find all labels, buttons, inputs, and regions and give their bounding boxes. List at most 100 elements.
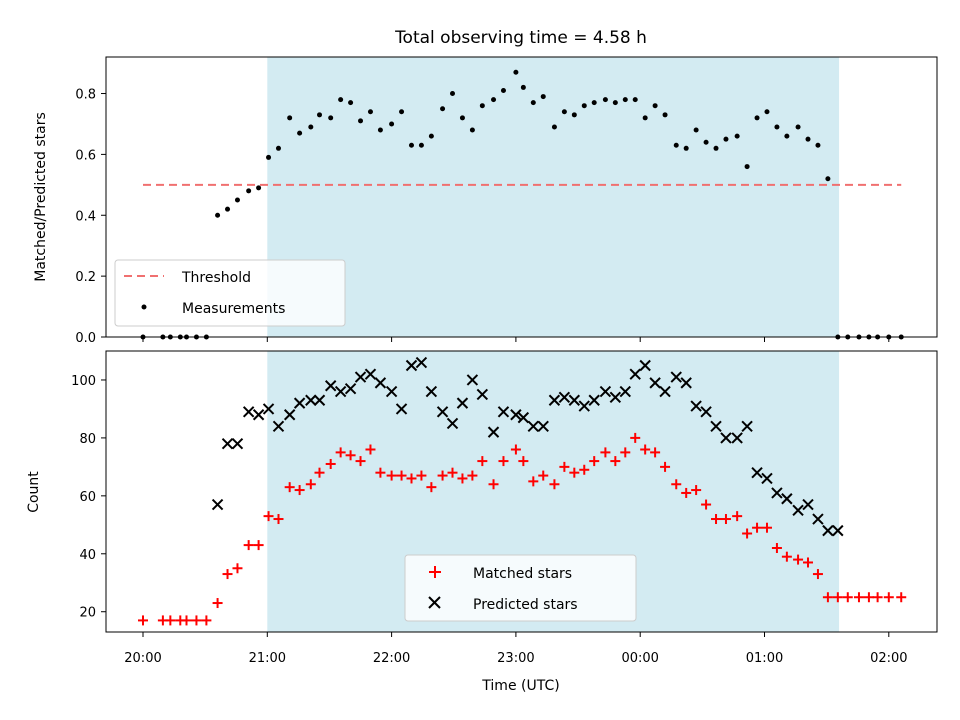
matched-star-point: [263, 511, 274, 522]
top-legend-box: [114, 259, 346, 327]
matched-star-point: [720, 514, 731, 525]
matched-star-point: [212, 598, 223, 609]
predicted-star-point: [761, 472, 773, 485]
legend-measurements-swatch: [141, 304, 147, 310]
matched-star-point: [232, 563, 243, 574]
matched-star-point: [793, 554, 804, 565]
matched-star-point: [528, 476, 539, 487]
predicted-star-point: [283, 409, 296, 421]
predicted-star-point: [374, 377, 387, 389]
matched-star-point: [630, 432, 641, 443]
bottom-y-tick-label: 40: [79, 548, 96, 563]
predicted-star-point: [293, 397, 306, 409]
predicted-star-point: [822, 524, 834, 537]
matched-star-point: [691, 485, 702, 496]
measurement-point: [275, 145, 281, 151]
measurement-point: [723, 136, 729, 142]
measurement-point: [215, 212, 221, 218]
bottom-y-tick-label: 60: [79, 490, 96, 505]
predicted-star-point: [517, 411, 530, 424]
matched-star-point: [253, 540, 264, 551]
measurement-point: [774, 124, 780, 130]
matched-star-point: [640, 444, 651, 455]
predicted-star-point: [272, 420, 285, 433]
matched-star-point: [355, 456, 366, 467]
matched-star-point: [559, 461, 570, 472]
x-tick-label: 02:00: [870, 651, 907, 666]
matched-star-point: [437, 470, 448, 481]
predicted-star-point: [334, 385, 347, 398]
predicted-star-point: [720, 432, 732, 444]
measurement-point: [734, 133, 740, 139]
predicted-star-point: [385, 385, 398, 398]
measurement-point: [673, 142, 679, 148]
matched-star-point: [416, 470, 427, 481]
matched-star-point: [681, 487, 692, 498]
predicted-star-point: [700, 406, 712, 418]
matched-star-point: [771, 542, 782, 553]
x-axis-label: Time (UTC): [481, 678, 559, 694]
measurement-point: [764, 109, 770, 115]
measurement-point: [225, 206, 231, 212]
measurement-point: [367, 109, 373, 115]
matched-star-point: [752, 522, 763, 533]
matched-star-point: [863, 592, 874, 603]
matched-star-point: [426, 482, 437, 493]
predicted-star-point: [741, 420, 753, 433]
matched-star-point: [538, 470, 549, 481]
measurement-point: [683, 145, 689, 151]
predicted-star-point: [221, 437, 234, 450]
predicted-star-point: [832, 524, 844, 537]
predicted-star-point: [405, 359, 418, 372]
matched-star-point: [732, 511, 743, 522]
predicted-star-point: [609, 391, 622, 404]
matched-star-point: [832, 592, 843, 603]
measurement-point: [479, 103, 485, 109]
measurement-point: [408, 142, 414, 148]
measurement-point: [389, 121, 395, 127]
measurement-point: [348, 100, 354, 106]
predicted-star-point: [313, 394, 326, 406]
measurement-point: [440, 106, 446, 112]
predicted-star-point: [558, 391, 571, 404]
measurement-point: [377, 127, 383, 133]
figure-title: Total observing time = 4.58 h: [394, 28, 647, 48]
predicted-star-point: [324, 380, 337, 392]
legend-predicted-label: Predicted stars: [473, 597, 578, 613]
predicted-star-point: [510, 409, 522, 421]
matched-star-point: [498, 456, 509, 467]
measurement-point: [591, 100, 597, 106]
bottom-plot-frame: [105, 350, 938, 633]
bottom-y-tick-label: 80: [79, 432, 96, 447]
measurement-point: [469, 127, 475, 133]
measurement-point: [581, 103, 587, 109]
bottom-y-tick-label: 100: [71, 374, 96, 389]
measurement-point: [754, 115, 760, 121]
predicted-star-point: [252, 409, 265, 421]
matched-star-point: [579, 464, 590, 475]
predicted-star-point: [262, 403, 275, 415]
measurement-point: [805, 136, 811, 142]
matched-star-point: [883, 592, 894, 603]
matched-star-point: [569, 467, 580, 478]
measurement-point: [784, 133, 790, 139]
bottom-y-axis-label: Count: [26, 471, 42, 513]
matched-star-point: [803, 557, 814, 568]
predicted-star-point: [466, 374, 479, 386]
measurement-point: [815, 142, 821, 148]
matched-star-point: [365, 444, 376, 455]
bottom-y-tick-label: 20: [79, 606, 96, 621]
matched-star-point: [549, 479, 560, 490]
measurement-point: [234, 197, 240, 203]
measurement-point: [328, 115, 334, 121]
measurement-point: [266, 154, 272, 160]
matched-star-point: [610, 456, 621, 467]
bottom-legend-box: [404, 554, 637, 622]
legend-matched-swatch: [429, 566, 441, 578]
matched-star-point: [510, 444, 521, 455]
predicted-star-point: [588, 394, 600, 406]
predicted-star-point: [548, 394, 561, 406]
measurement-point: [520, 84, 526, 90]
matched-star-point: [822, 592, 833, 603]
matched-star-point: [711, 514, 722, 525]
